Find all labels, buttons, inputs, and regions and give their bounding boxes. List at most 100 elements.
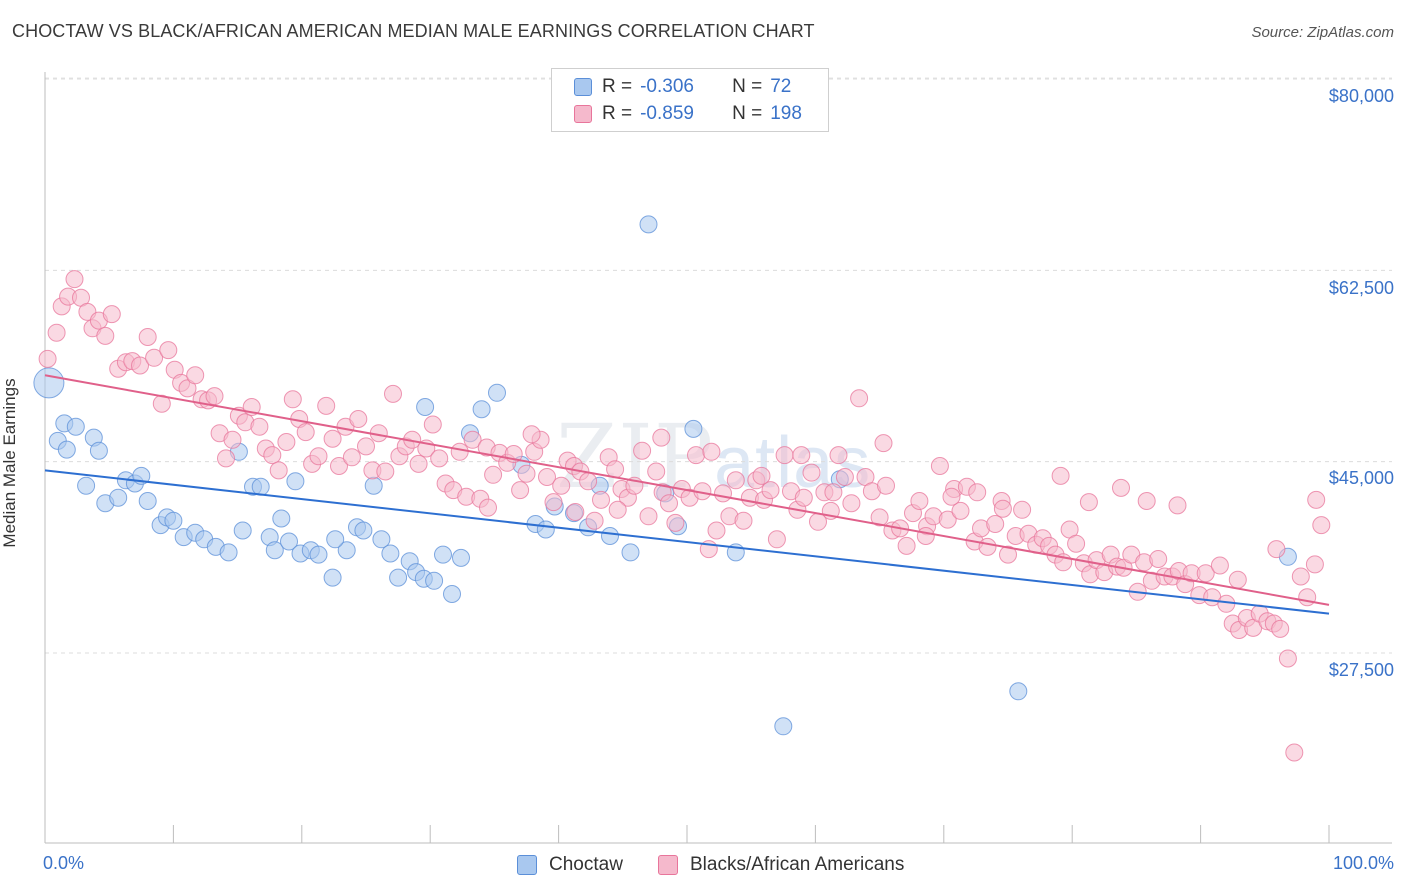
choctaw-point xyxy=(372,530,391,549)
choctaw-point xyxy=(621,543,640,562)
legend-label: Blacks/African Americans xyxy=(690,854,905,875)
choctaw-point xyxy=(265,541,284,560)
black-point xyxy=(585,511,604,530)
black-point xyxy=(277,433,296,451)
black-point xyxy=(263,446,282,465)
black-point xyxy=(1278,649,1297,668)
choctaw-point xyxy=(472,400,491,419)
r-label: R = xyxy=(602,76,633,97)
choctaw-point xyxy=(164,511,183,530)
black-point xyxy=(511,481,530,500)
black-point xyxy=(1051,466,1070,485)
black-point xyxy=(910,492,929,510)
black-point xyxy=(633,441,652,460)
y-tick-label: $62,500 xyxy=(1328,278,1394,298)
choctaw-point xyxy=(443,585,461,603)
black-point xyxy=(930,457,949,475)
black-point xyxy=(205,387,224,406)
choctaw-point xyxy=(684,419,703,438)
black-point xyxy=(223,430,242,449)
choctaw-point xyxy=(416,398,435,416)
black-point xyxy=(802,463,821,482)
black-point xyxy=(850,389,869,408)
choctaw-point xyxy=(452,548,470,567)
black-point xyxy=(349,410,368,428)
black-point xyxy=(38,349,57,368)
black-point xyxy=(450,442,469,461)
x-tick-label-max: 100.0% xyxy=(1332,853,1394,873)
black-point xyxy=(1228,570,1247,589)
black-point xyxy=(409,454,428,473)
black-point xyxy=(652,428,671,447)
x-tick-label-min: 0.0% xyxy=(43,853,85,873)
choctaw-point xyxy=(272,509,291,528)
black-point xyxy=(687,446,705,465)
black-swatch xyxy=(574,105,592,123)
black-point xyxy=(552,476,571,495)
series-legend: Choctaw Blacks/African Americans xyxy=(0,852,1406,878)
choctaw-point xyxy=(66,417,85,436)
black-point xyxy=(639,507,658,526)
black-point xyxy=(660,494,678,513)
choctaw-point xyxy=(389,568,408,587)
black-point xyxy=(1291,567,1310,586)
black-point xyxy=(824,483,843,502)
black-point xyxy=(544,493,563,512)
black-point xyxy=(250,417,269,436)
black-point xyxy=(993,499,1012,518)
black-point xyxy=(342,448,361,467)
black-point xyxy=(916,527,935,545)
black-point xyxy=(592,490,610,509)
chart-title: CHOCTAW VS BLACK/AFRICAN AMERICAN MEDIAN… xyxy=(12,21,815,41)
black-legend-swatch xyxy=(658,855,678,875)
choctaw-point xyxy=(138,492,157,510)
black-point xyxy=(430,449,449,468)
black-point xyxy=(479,498,497,517)
r-value: -0.306 xyxy=(640,76,694,97)
black-point xyxy=(522,425,541,444)
choctaw-swatch xyxy=(574,78,592,96)
choctaw-point xyxy=(337,541,356,560)
y-tick-label: $45,000 xyxy=(1328,468,1394,488)
black-point xyxy=(842,494,861,513)
black-point xyxy=(835,468,854,486)
choctaw-point xyxy=(89,441,108,460)
choctaw-point xyxy=(309,545,328,564)
black-point xyxy=(1305,555,1324,574)
black-point xyxy=(317,396,336,415)
black-point xyxy=(1298,588,1317,607)
n-label: N = xyxy=(732,103,763,124)
black-point xyxy=(734,511,753,530)
black-point xyxy=(877,476,895,495)
black-point xyxy=(829,446,848,465)
choctaw-point xyxy=(488,383,506,402)
choctaw-point xyxy=(326,530,345,549)
black-point xyxy=(874,434,893,453)
black-point xyxy=(968,483,987,502)
black-point xyxy=(538,468,556,486)
y-tick-label: $27,500 xyxy=(1328,660,1394,680)
black-point xyxy=(1079,493,1098,512)
black-point xyxy=(1149,550,1168,568)
black-point xyxy=(794,488,813,507)
n-label: N = xyxy=(732,76,763,97)
black-point xyxy=(566,503,585,521)
black-point xyxy=(186,366,205,385)
choctaw-point xyxy=(425,571,444,590)
choctaw-point xyxy=(536,520,555,539)
choctaw-point xyxy=(286,472,305,491)
choctaw-point xyxy=(280,532,298,551)
black-point xyxy=(309,447,328,466)
choctaw-point xyxy=(381,544,400,563)
choctaw-legend-swatch xyxy=(517,855,537,875)
source-label: Source: ZipAtlas.com xyxy=(1251,24,1394,41)
y-tick-label: $80,000 xyxy=(1328,86,1394,106)
legend-label: Choctaw xyxy=(549,854,623,875)
black-point xyxy=(1137,492,1156,510)
choctaw-point xyxy=(219,543,238,562)
black-trend-line xyxy=(44,374,1330,606)
legend-row-black: R = -0.859 N = 198 xyxy=(574,101,802,127)
black-point xyxy=(269,461,288,480)
stats-legend: R = -0.306 N = 72 R = -0.859 N = 198 xyxy=(551,68,829,132)
black-point xyxy=(1267,540,1286,559)
